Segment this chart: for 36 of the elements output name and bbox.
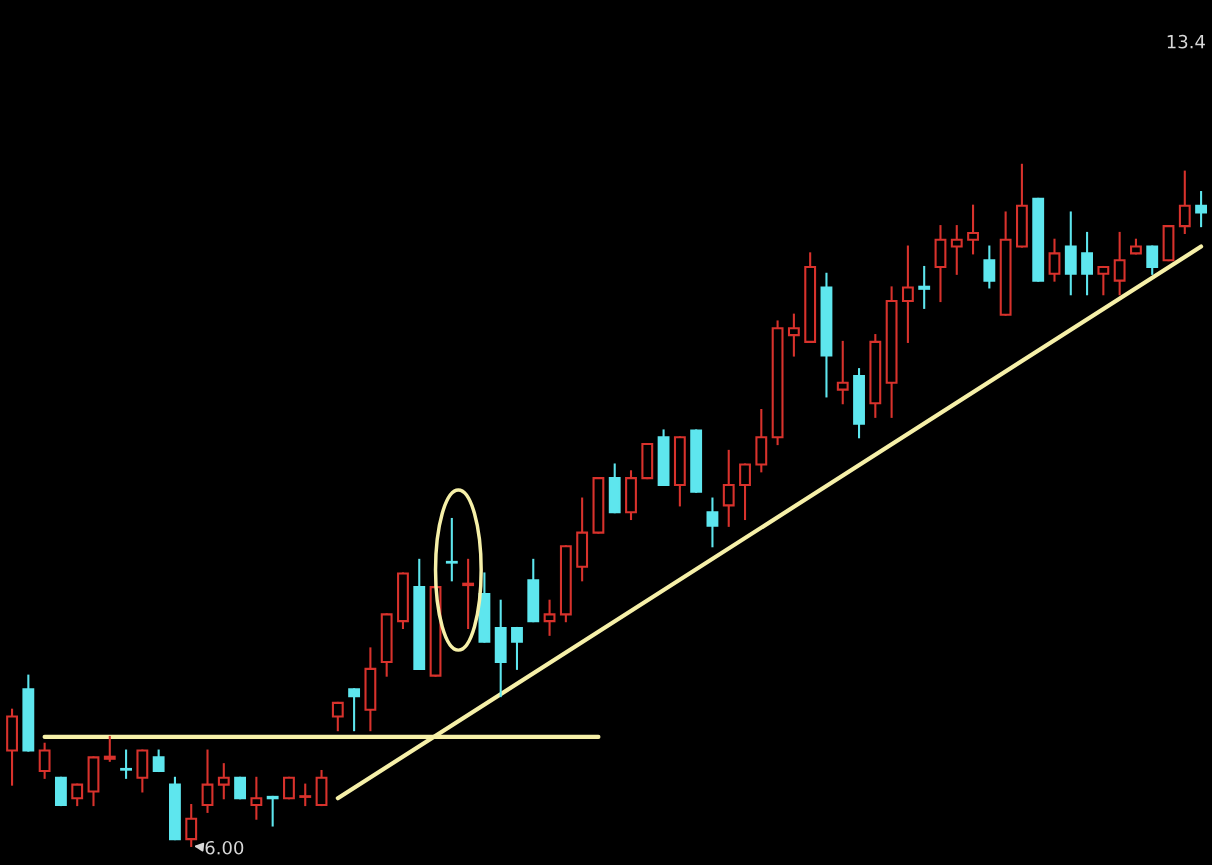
candlestick <box>722 449 735 527</box>
candlestick <box>706 497 719 548</box>
candlestick <box>201 749 214 813</box>
candlestick <box>1113 231 1126 296</box>
candlestick <box>38 742 51 779</box>
candlestick <box>103 735 116 762</box>
candlestick <box>462 558 475 630</box>
candlestick <box>901 245 914 343</box>
candlestick <box>494 599 507 698</box>
candlestick <box>950 225 963 275</box>
candlestick <box>1048 238 1061 282</box>
candlestick <box>934 225 947 303</box>
candlestick <box>299 783 312 807</box>
candlestick <box>120 749 132 779</box>
annotation: 6.00 <box>205 840 244 855</box>
candlestick <box>445 517 458 582</box>
candlestick <box>1178 170 1191 234</box>
candlestick <box>771 320 784 446</box>
candlestick <box>836 340 849 405</box>
candlestick <box>250 776 263 820</box>
candlestick <box>1064 211 1077 296</box>
candlestick <box>217 763 230 800</box>
candlestick <box>576 497 589 582</box>
candlestick <box>869 334 882 418</box>
candlestick <box>853 368 865 439</box>
candlestick <box>967 204 979 255</box>
candlestick <box>918 265 931 309</box>
candlestick <box>1081 231 1093 296</box>
candlestick <box>625 470 637 521</box>
candlestick <box>1195 191 1208 228</box>
candlestick <box>885 286 898 418</box>
candlestick <box>364 647 377 732</box>
text: 13.4 <box>1167 34 1205 49</box>
candlestick <box>543 599 556 636</box>
candlestick <box>787 313 800 357</box>
candlestick <box>820 272 833 398</box>
